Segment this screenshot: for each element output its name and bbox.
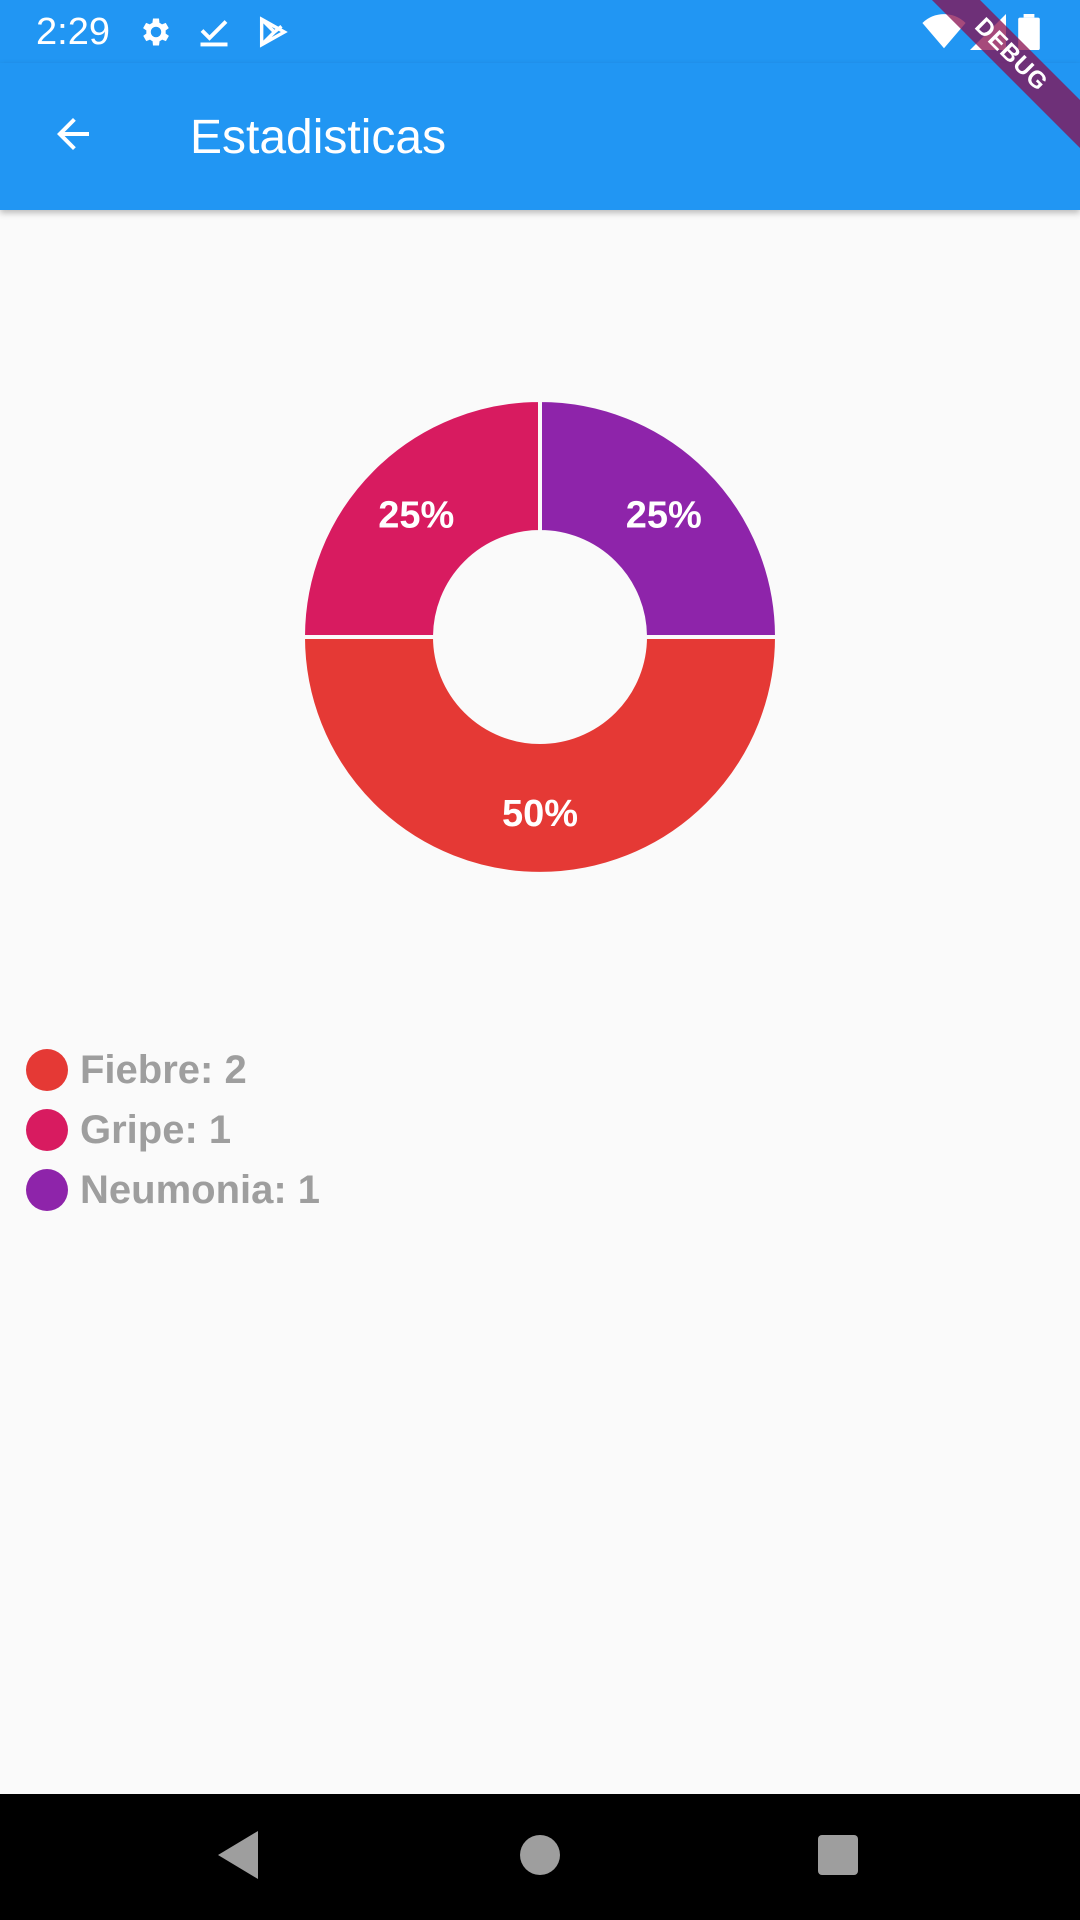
recents-square-icon — [818, 1834, 858, 1880]
gear-icon — [138, 14, 174, 55]
donut-chart: 50% 25% 25% — [0, 380, 1080, 900]
status-time: 2:29 — [36, 11, 110, 53]
battery-icon — [1018, 14, 1040, 55]
donut-slice-fiebre — [300, 635, 780, 876]
donut-label-fiebre: 50% — [502, 793, 578, 835]
arrow-back-icon — [49, 110, 97, 163]
legend-label-neumonia: Neumonia: 1 — [80, 1167, 321, 1212]
page-title: Estadisticas — [190, 111, 447, 164]
nav-home-button[interactable] — [510, 1827, 570, 1887]
status-bar: 2:29 — [0, 0, 1080, 63]
donut-label-neumonia: 25% — [626, 494, 702, 536]
wifi-icon — [922, 14, 966, 55]
back-button[interactable] — [38, 101, 108, 171]
nav-recents-button[interactable] — [808, 1827, 868, 1887]
legend-label-gripe: Gripe: 1 — [80, 1107, 232, 1152]
home-circle-icon — [520, 1834, 560, 1880]
play-store-icon — [256, 14, 290, 55]
legend-item-gripe: Gripe: 1 — [26, 1100, 320, 1160]
app-bar: Estadisticas — [0, 63, 1080, 210]
donut-slice-neumonia — [538, 397, 780, 639]
nav-back-button[interactable] — [210, 1827, 270, 1887]
back-triangle-icon — [218, 1830, 262, 1884]
donut-slice-gripe — [300, 397, 542, 639]
legend-item-fiebre: Fiebre: 2 — [26, 1040, 320, 1100]
legend: Fiebre: 2 Gripe: 1 Neumonia: 1 — [26, 1040, 320, 1220]
donut-chart-svg: 50% 25% 25% — [300, 397, 780, 876]
legend-dot-gripe — [26, 1109, 68, 1151]
legend-dot-fiebre — [26, 1049, 68, 1091]
signal-icon — [970, 14, 1006, 55]
check-download-icon — [196, 14, 232, 55]
legend-dot-neumonia — [26, 1169, 68, 1211]
legend-item-neumonia: Neumonia: 1 — [26, 1160, 320, 1220]
system-nav-bar — [0, 1794, 1080, 1920]
legend-label-fiebre: Fiebre: 2 — [80, 1047, 247, 1092]
donut-label-gripe: 25% — [378, 494, 454, 536]
